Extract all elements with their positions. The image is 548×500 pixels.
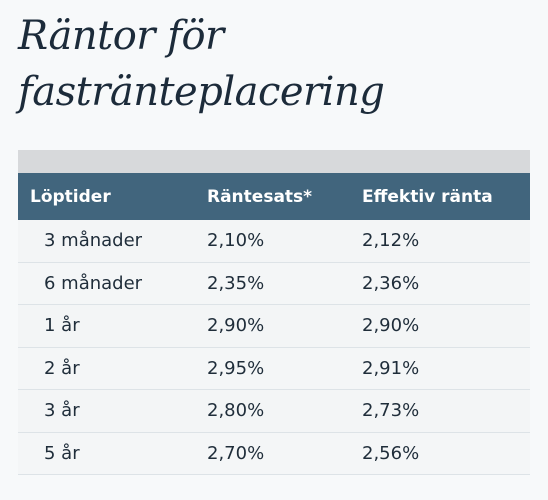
table-cell: 2,70%: [207, 442, 265, 464]
table-cell: 2,35%: [207, 272, 265, 294]
rate-table: Löptider Räntesats* Effektiv ränta 3 månade…: [18, 150, 530, 475]
column-header: Effektiv ränta: [362, 186, 493, 207]
table-row: 1 år 2,90% 2,90%: [18, 305, 530, 348]
table-row: 3 månader 2,10% 2,12%: [18, 220, 530, 263]
table-row: 5 år 2,70% 2,56%: [18, 432, 530, 475]
page-title: Räntor för fasträntеplacering: [18, 13, 385, 115]
table-cell: 2,56%: [362, 442, 420, 464]
table-cell: 5 år: [44, 442, 80, 464]
table-cell: 2,10%: [207, 230, 265, 252]
header-row: Löptider Räntesats* Effektiv ränta: [18, 173, 530, 220]
table-cell: 2,90%: [362, 315, 420, 337]
table-cell: 2,95%: [207, 357, 265, 379]
table-cell: 2,80%: [207, 400, 265, 422]
table-row: 3 år 2,80% 2,73%: [18, 390, 530, 433]
table-cell: 3 månader: [44, 230, 143, 252]
table-row: 2 år 2,95% 2,91%: [18, 347, 530, 390]
table-cell: 2 år: [44, 357, 80, 379]
table-cell: 2,90%: [207, 315, 265, 337]
table-top-bar: [18, 150, 530, 173]
column-header: Löptider: [30, 186, 111, 207]
table-cell: 1 år: [44, 315, 80, 337]
table-cell: 6 månader: [44, 272, 143, 294]
column-header: Räntesats*: [207, 186, 313, 207]
table-cell: 2,73%: [362, 400, 420, 422]
table-row: 6 månader 2,35% 2,36%: [18, 262, 530, 305]
table-cell: 2,12%: [362, 230, 420, 252]
table-cell: 2,36%: [362, 272, 420, 294]
table-cell: 2,91%: [362, 357, 420, 379]
table-cell: 3 år: [44, 400, 80, 422]
